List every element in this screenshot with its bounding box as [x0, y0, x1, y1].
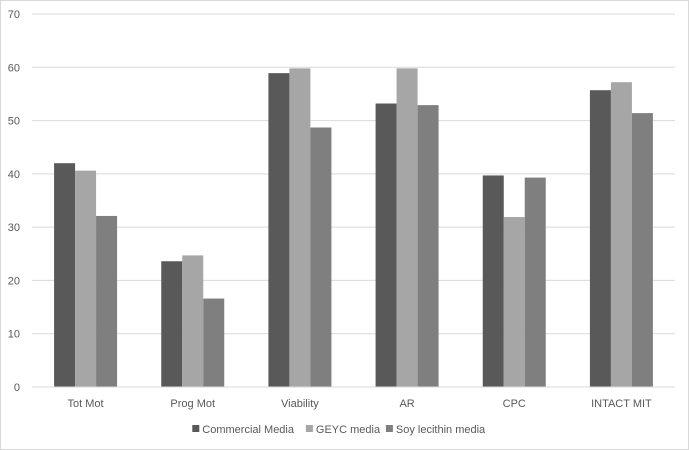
bar-intact-mit-geyc-media: [610, 82, 632, 387]
bar-ar-commercial-media: [375, 103, 397, 388]
bar-cpc-geyc-media: [503, 217, 525, 387]
bar-viability-soy-lecithin-media: [310, 127, 332, 388]
bar-tot-mot-commercial-media: [54, 163, 76, 387]
legend: Commercial Media GEYC media Soy lecithin m…: [192, 424, 486, 436]
y-tick-label-70: 70: [8, 9, 20, 21]
legend-swatch-soy-lecithin-media: [385, 425, 393, 432]
y-tick-label-20: 20: [8, 275, 20, 287]
x-tick-label-viability: Viability: [281, 398, 319, 410]
bar-tot-mot-geyc-media: [75, 170, 97, 387]
bar-prog-mot-geyc-media: [182, 255, 204, 387]
y-axis-tick-labels: 0 10 20 30 40 50 60 70: [8, 9, 20, 394]
legend-swatch-geyc-media: [305, 425, 313, 432]
bar-intact-mit-soy-lecithin-media: [631, 113, 653, 388]
x-tick-label-intact-mit: INTACT MIT: [591, 398, 652, 410]
bar-ar-geyc-media: [396, 68, 418, 387]
x-tick-label-cpc: CPC: [503, 398, 526, 410]
y-tick-label-50: 50: [8, 116, 20, 128]
x-tick-label-tot-mot: Tot Mot: [68, 398, 104, 410]
bars: [54, 68, 653, 388]
x-tick-label-prog-mot: Prog Mot: [170, 398, 215, 410]
gridlines: [32, 13, 675, 335]
bar-intact-mit-commercial-media: [589, 90, 611, 387]
bar-ar-soy-lecithin-media: [417, 105, 439, 388]
x-axis-tick-labels: Tot Mot Prog Mot Viability AR CPC INTACT MIT: [68, 398, 653, 410]
y-tick-label-30: 30: [8, 222, 20, 234]
legend-swatch-commercial-media: [192, 425, 200, 432]
bar-cpc-soy-lecithin-media: [524, 177, 546, 387]
bar-tot-mot-soy-lecithin-media: [96, 215, 118, 387]
x-tick-label-ar: AR: [399, 398, 414, 410]
bar-viability-geyc-media: [289, 68, 311, 387]
legend-label-geyc-media: GEYC media: [316, 424, 381, 436]
bar-prog-mot-soy-lecithin-media: [203, 298, 225, 387]
y-tick-label-0: 0: [14, 382, 20, 394]
bar-cpc-commercial-media: [482, 175, 504, 387]
bar-viability-commercial-media: [268, 73, 290, 387]
legend-label-commercial-media: Commercial Media: [202, 424, 295, 436]
bar-prog-mot-commercial-media: [161, 261, 183, 387]
legend-label-soy-lecithin-media: Soy lecithin media: [396, 424, 486, 436]
y-tick-label-10: 10: [8, 329, 20, 341]
y-tick-label-60: 60: [8, 62, 20, 74]
y-tick-label-40: 40: [8, 169, 20, 181]
